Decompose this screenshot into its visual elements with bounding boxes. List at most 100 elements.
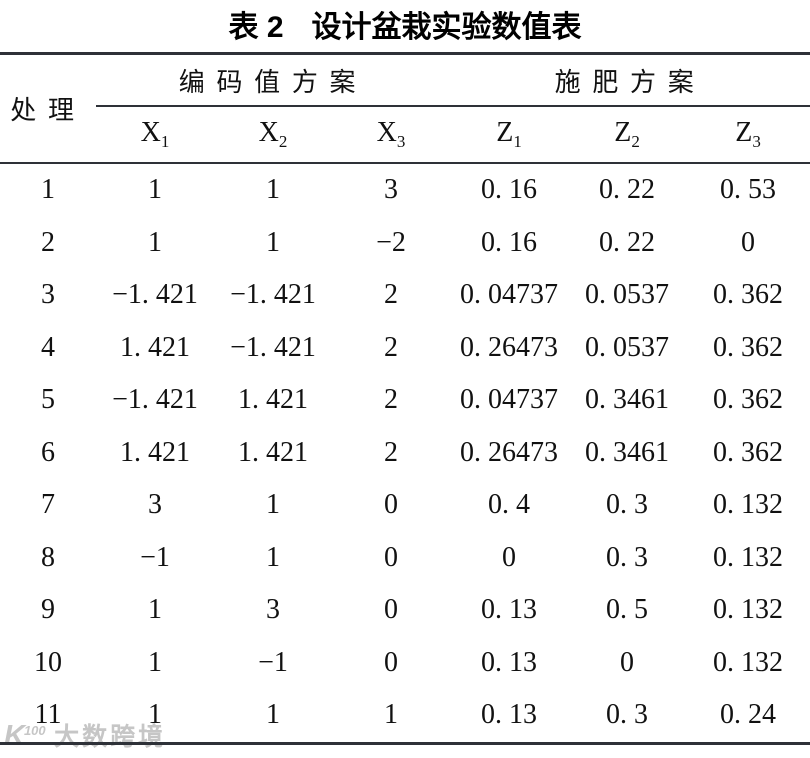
table-cell: 1. 421 — [120, 331, 190, 363]
table-cell: 1 — [148, 594, 162, 626]
table-cell: 0. 362 — [713, 331, 784, 363]
header-coded-scheme: 编码值方案 — [96, 53, 451, 107]
table-row: 5 −1. 421 1. 421 2 0. 04737 0. 3461 0. 3… — [0, 374, 810, 427]
table-cell: 5 — [41, 384, 55, 416]
table-cell: 0. 362 — [713, 436, 784, 468]
table-cell: −1. 421 — [230, 279, 316, 311]
table-cell: 0. 0537 — [585, 331, 670, 363]
table-cell: 0. 132 — [713, 646, 784, 678]
table-cell: 0 — [384, 646, 399, 678]
table-cell: 6 — [41, 436, 55, 468]
table-cell: 0 — [384, 541, 399, 573]
table-cell: 0. 5 — [606, 594, 649, 626]
header-z3: Z3 — [686, 106, 810, 164]
header-x1: X1 — [96, 106, 214, 164]
watermark-text: 大数跨境 — [54, 723, 167, 751]
table-cell: 1 — [266, 226, 280, 258]
table-cell: 0. 13 — [481, 699, 538, 731]
table-row: 11 1 1 1 0. 13 0. 3 0. 24 — [0, 689, 810, 743]
table-cell: 1 — [266, 699, 280, 731]
table-cell: 0. 13 — [481, 594, 538, 626]
table-cell: 2 — [384, 436, 399, 468]
table-cell: 0. 3 — [606, 489, 649, 521]
table-row: 3 −1. 421 −1. 421 2 0. 04737 0. 0537 0. … — [0, 269, 810, 322]
table-cell: 0. 13 — [481, 646, 538, 678]
table-cell: 1 — [266, 489, 280, 521]
table-title: 表 2 设计盆栽实验数值表 — [0, 2, 810, 46]
table-cell: 1. 421 — [238, 384, 308, 416]
table-cell: 0. 04737 — [460, 384, 559, 416]
table-cell: 0. 24 — [720, 699, 777, 731]
table-cell: 2 — [384, 331, 399, 363]
table-cell: 0. 3 — [606, 699, 649, 731]
table-cell: 3 — [384, 174, 399, 206]
table-row: 8 −1 1 0 0 0. 3 0. 132 — [0, 532, 810, 585]
table-cell: 0. 3 — [606, 541, 649, 573]
table-cell: 2 — [384, 279, 399, 311]
table-cell: 1 — [266, 174, 280, 206]
table-cell: 1 — [148, 646, 162, 678]
table-cell: 0. 04737 — [460, 279, 559, 311]
header-x2: X2 — [214, 106, 332, 164]
table-cell: 0. 22 — [599, 174, 656, 206]
table-cell: 1. 421 — [120, 436, 190, 468]
table-cell: 0. 16 — [481, 174, 538, 206]
table-cell: 1 — [266, 541, 280, 573]
table-cell: 3 — [148, 489, 162, 521]
table-row: 10 1 −1 0 0. 13 0 0. 132 — [0, 637, 810, 690]
table-row: 4 1. 421 −1. 421 2 0. 26473 0. 0537 0. 3… — [0, 322, 810, 375]
header-z2: Z2 — [568, 106, 687, 164]
table-cell: 0 — [620, 646, 635, 678]
table-cell: 0. 132 — [713, 489, 784, 521]
table-cell: 1 — [148, 174, 162, 206]
table-cell: 9 — [41, 594, 55, 626]
header-treatment: 处理 — [0, 53, 96, 164]
table-cell: 0. 3461 — [585, 436, 670, 468]
table-title-text: 设计盆栽实验数值表 — [311, 11, 582, 44]
table-cell: 0. 26473 — [460, 331, 559, 363]
table-cell: 0. 362 — [713, 279, 784, 311]
table-cell: 8 — [41, 541, 55, 573]
table-row: 2 1 1 −2 0. 16 0. 22 0 — [0, 217, 810, 270]
table-cell: 0. 26473 — [460, 436, 559, 468]
table-cell: 0 — [384, 489, 399, 521]
header-x3: X3 — [332, 106, 451, 164]
table-cell: 0. 53 — [720, 174, 777, 206]
variable-header-row: X1 X2 X3 Z1 Z2 Z3 — [0, 106, 810, 164]
group-header-row: 处理 编码值方案 施肥方案 — [0, 53, 810, 164]
table-row: 7 3 1 0 0. 4 0. 3 0. 132 — [0, 479, 810, 532]
table-cell: −1. 421 — [112, 384, 198, 416]
table-cell: 1 — [148, 699, 162, 731]
table-cell: 0 — [741, 226, 756, 258]
table-cell: 0. 132 — [713, 541, 784, 573]
header-fertilizer-scheme: 施肥方案 — [450, 53, 810, 107]
table-cell: 7 — [41, 489, 55, 521]
table-cell: 3 — [41, 279, 55, 311]
table-title-number: 表 2 — [228, 11, 284, 44]
table-cell: 0. 16 — [481, 226, 538, 258]
table-cell: 0. 0537 — [585, 279, 670, 311]
table-cell: −2 — [376, 226, 406, 258]
table-cell: 1. 421 — [238, 436, 308, 468]
table-cell: −1 — [258, 646, 288, 678]
table-cell: 0. 362 — [713, 384, 784, 416]
experiment-values-table: 处理 编码值方案 施肥方案 X1 X2 X3 Z1 Z2 Z3 1 1 1 3 … — [0, 52, 810, 745]
table-cell: 10 — [34, 646, 62, 678]
table-cell: 0. 4 — [488, 489, 531, 521]
table-cell: 1 — [41, 174, 55, 206]
table-cell: 11 — [34, 699, 62, 731]
table-cell: 0. 132 — [713, 594, 784, 626]
table-cell: 1 — [384, 699, 399, 731]
table-row: 6 1. 421 1. 421 2 0. 26473 0. 3461 0. 36… — [0, 427, 810, 480]
table-row: 1 1 1 3 0. 16 0. 22 0. 53 — [0, 163, 810, 217]
header-z1: Z1 — [450, 106, 569, 164]
table-cell: 0 — [384, 594, 399, 626]
table-row: 9 1 3 0 0. 13 0. 5 0. 132 — [0, 584, 810, 637]
table-cell: 1 — [148, 226, 162, 258]
table-cell: 0. 22 — [599, 226, 656, 258]
table-cell: 4 — [41, 331, 55, 363]
table-header: 处理 编码值方案 施肥方案 X1 X2 X3 Z1 Z2 Z3 — [0, 53, 810, 164]
table-cell: 0. 3461 — [585, 384, 670, 416]
table-cell: 3 — [266, 594, 280, 626]
table-cell: −1. 421 — [112, 279, 198, 311]
